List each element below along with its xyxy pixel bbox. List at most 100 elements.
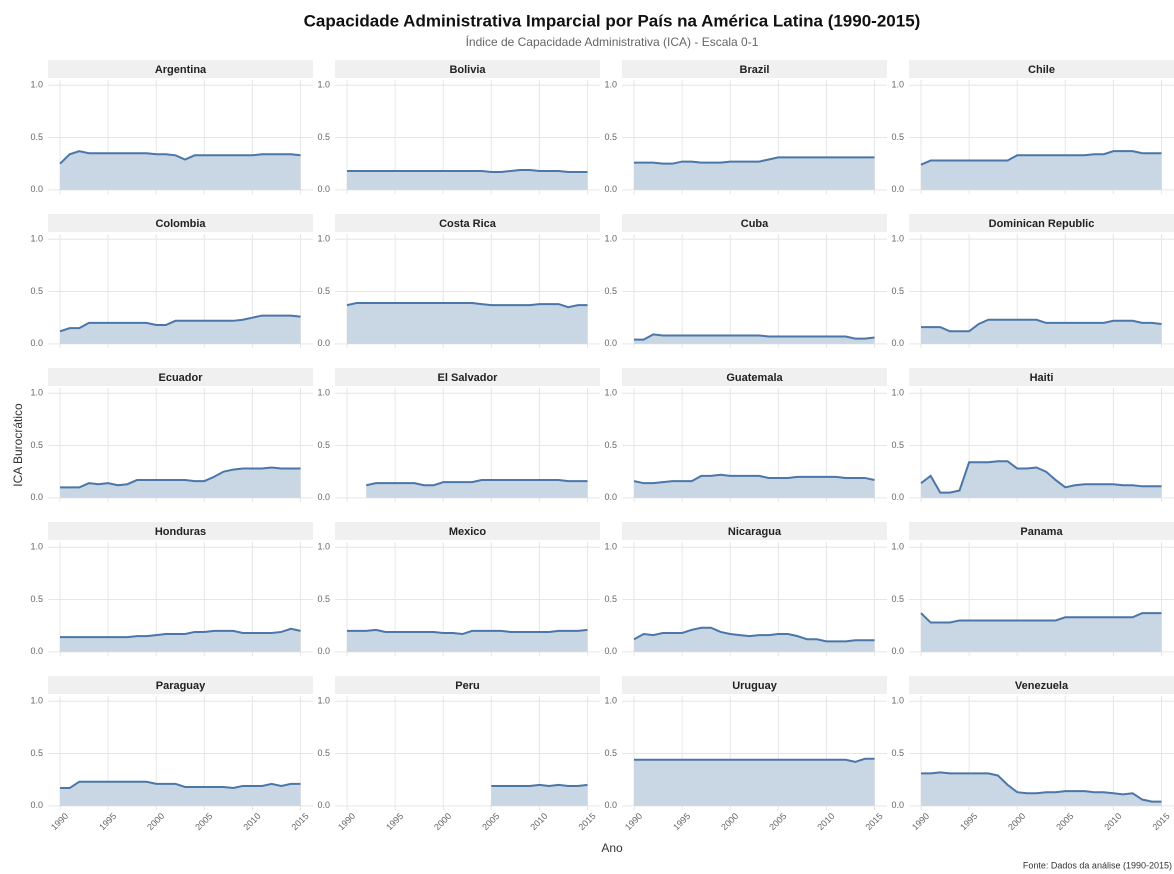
series-line xyxy=(921,771,1162,803)
y-tick-label: 1.0 xyxy=(604,542,617,552)
y-tick-label: 0.0 xyxy=(30,646,43,656)
y-tick-label: 1.0 xyxy=(317,388,330,398)
strip xyxy=(48,60,313,78)
area-fill xyxy=(921,319,1162,344)
y-tick-label: 1.0 xyxy=(604,388,617,398)
strip-text: Colombia xyxy=(155,218,206,230)
strip xyxy=(622,60,887,78)
y-tick-label: 1.0 xyxy=(891,696,904,706)
strip-text: Panama xyxy=(1020,526,1063,538)
series-line xyxy=(633,626,875,643)
strip xyxy=(48,522,313,540)
y-tick-label: 0.0 xyxy=(891,184,904,194)
area-fill xyxy=(921,613,1162,652)
y-tick-label: 0.5 xyxy=(30,748,43,758)
strip-text: Peru xyxy=(455,680,479,692)
x-tick-label: 2000 xyxy=(432,811,453,832)
y-tick-label: 1.0 xyxy=(30,234,43,244)
strip xyxy=(335,214,600,232)
strip-text: Brazil xyxy=(740,64,770,76)
x-tick-label: 1995 xyxy=(958,811,979,832)
y-tick-label: 0.0 xyxy=(30,338,43,348)
x-tick-label: 2015 xyxy=(289,811,310,832)
x-tick-label: 1990 xyxy=(49,811,70,832)
area-fill xyxy=(347,169,588,190)
x-tick-label: 2005 xyxy=(193,811,214,832)
x-axis-title: Ano xyxy=(601,841,623,855)
y-tick-label: 1.0 xyxy=(317,542,330,552)
x-tick-label: 2005 xyxy=(1054,811,1075,832)
y-tick-label: 0.0 xyxy=(604,338,617,348)
strip-text: Paraguay xyxy=(156,680,206,692)
y-tick-label: 1.0 xyxy=(317,234,330,244)
chart-title: Capacidade Administrativa Imparcial por … xyxy=(304,11,921,30)
strip-text: Mexico xyxy=(449,526,487,538)
strip xyxy=(335,368,600,386)
y-tick-label: 0.0 xyxy=(604,646,617,656)
strip xyxy=(622,214,887,232)
strip xyxy=(622,676,887,694)
strip-text: Nicaragua xyxy=(728,526,782,538)
series-line xyxy=(920,460,1162,494)
y-tick-label: 1.0 xyxy=(30,80,43,90)
area-fill xyxy=(634,758,875,806)
y-tick-label: 0.0 xyxy=(317,646,330,656)
strip-text: Cuba xyxy=(741,218,769,230)
y-tick-label: 0.5 xyxy=(604,748,617,758)
strip-text: El Salvador xyxy=(438,372,499,384)
y-tick-label: 1.0 xyxy=(30,388,43,398)
area-fill xyxy=(366,480,588,498)
x-tick-label: 2010 xyxy=(528,811,549,832)
strip-text: Guatemala xyxy=(726,372,783,384)
y-tick-label: 0.5 xyxy=(30,594,43,604)
y-tick-label: 0.0 xyxy=(891,338,904,348)
series-line xyxy=(347,168,588,174)
strip-text: Costa Rica xyxy=(439,218,497,230)
strip xyxy=(909,214,1174,232)
area-fill xyxy=(634,157,875,190)
strip xyxy=(909,522,1174,540)
y-tick-label: 0.5 xyxy=(30,286,43,296)
y-tick-label: 0.0 xyxy=(891,800,904,810)
y-tick-label: 0.5 xyxy=(891,286,904,296)
y-tick-label: 0.0 xyxy=(30,184,43,194)
area-fill xyxy=(60,467,301,498)
area-fill xyxy=(921,151,1162,190)
series-line xyxy=(60,780,301,790)
y-tick-label: 0.5 xyxy=(317,132,330,142)
x-tick-label: 2015 xyxy=(576,811,597,832)
x-tick-label: 1990 xyxy=(336,811,357,832)
y-tick-label: 0.0 xyxy=(317,338,330,348)
y-tick-label: 0.0 xyxy=(604,184,617,194)
strip xyxy=(335,522,600,540)
series-line xyxy=(346,302,588,309)
strip-text: Dominican Republic xyxy=(989,218,1095,230)
strip xyxy=(48,676,313,694)
series-line xyxy=(59,314,301,333)
x-tick-label: 2015 xyxy=(863,811,884,832)
y-tick-label: 0.0 xyxy=(604,800,617,810)
y-tick-label: 0.5 xyxy=(604,286,617,296)
x-tick-label: 2010 xyxy=(241,811,262,832)
area-fill xyxy=(60,151,301,190)
y-tick-label: 1.0 xyxy=(891,80,904,90)
y-tick-label: 1.0 xyxy=(604,234,617,244)
series-line xyxy=(366,479,588,487)
chart-subtitle: Índice de Capacidade Administrativa (ICA… xyxy=(466,34,759,49)
area-fill xyxy=(347,303,588,344)
y-tick-label: 0.5 xyxy=(891,440,904,450)
area-fill xyxy=(60,628,301,652)
y-tick-label: 0.5 xyxy=(891,594,904,604)
series-line xyxy=(59,150,301,165)
strip xyxy=(909,60,1174,78)
x-tick-label: 1995 xyxy=(671,811,692,832)
strip-text: Uruguay xyxy=(732,680,778,692)
x-tick-label: 1995 xyxy=(384,811,405,832)
strip-text: Honduras xyxy=(155,526,206,538)
y-tick-label: 1.0 xyxy=(317,696,330,706)
strip xyxy=(622,522,887,540)
x-tick-label: 2010 xyxy=(815,811,836,832)
strip-text: Bolivia xyxy=(449,64,486,76)
y-tick-label: 0.5 xyxy=(604,440,617,450)
